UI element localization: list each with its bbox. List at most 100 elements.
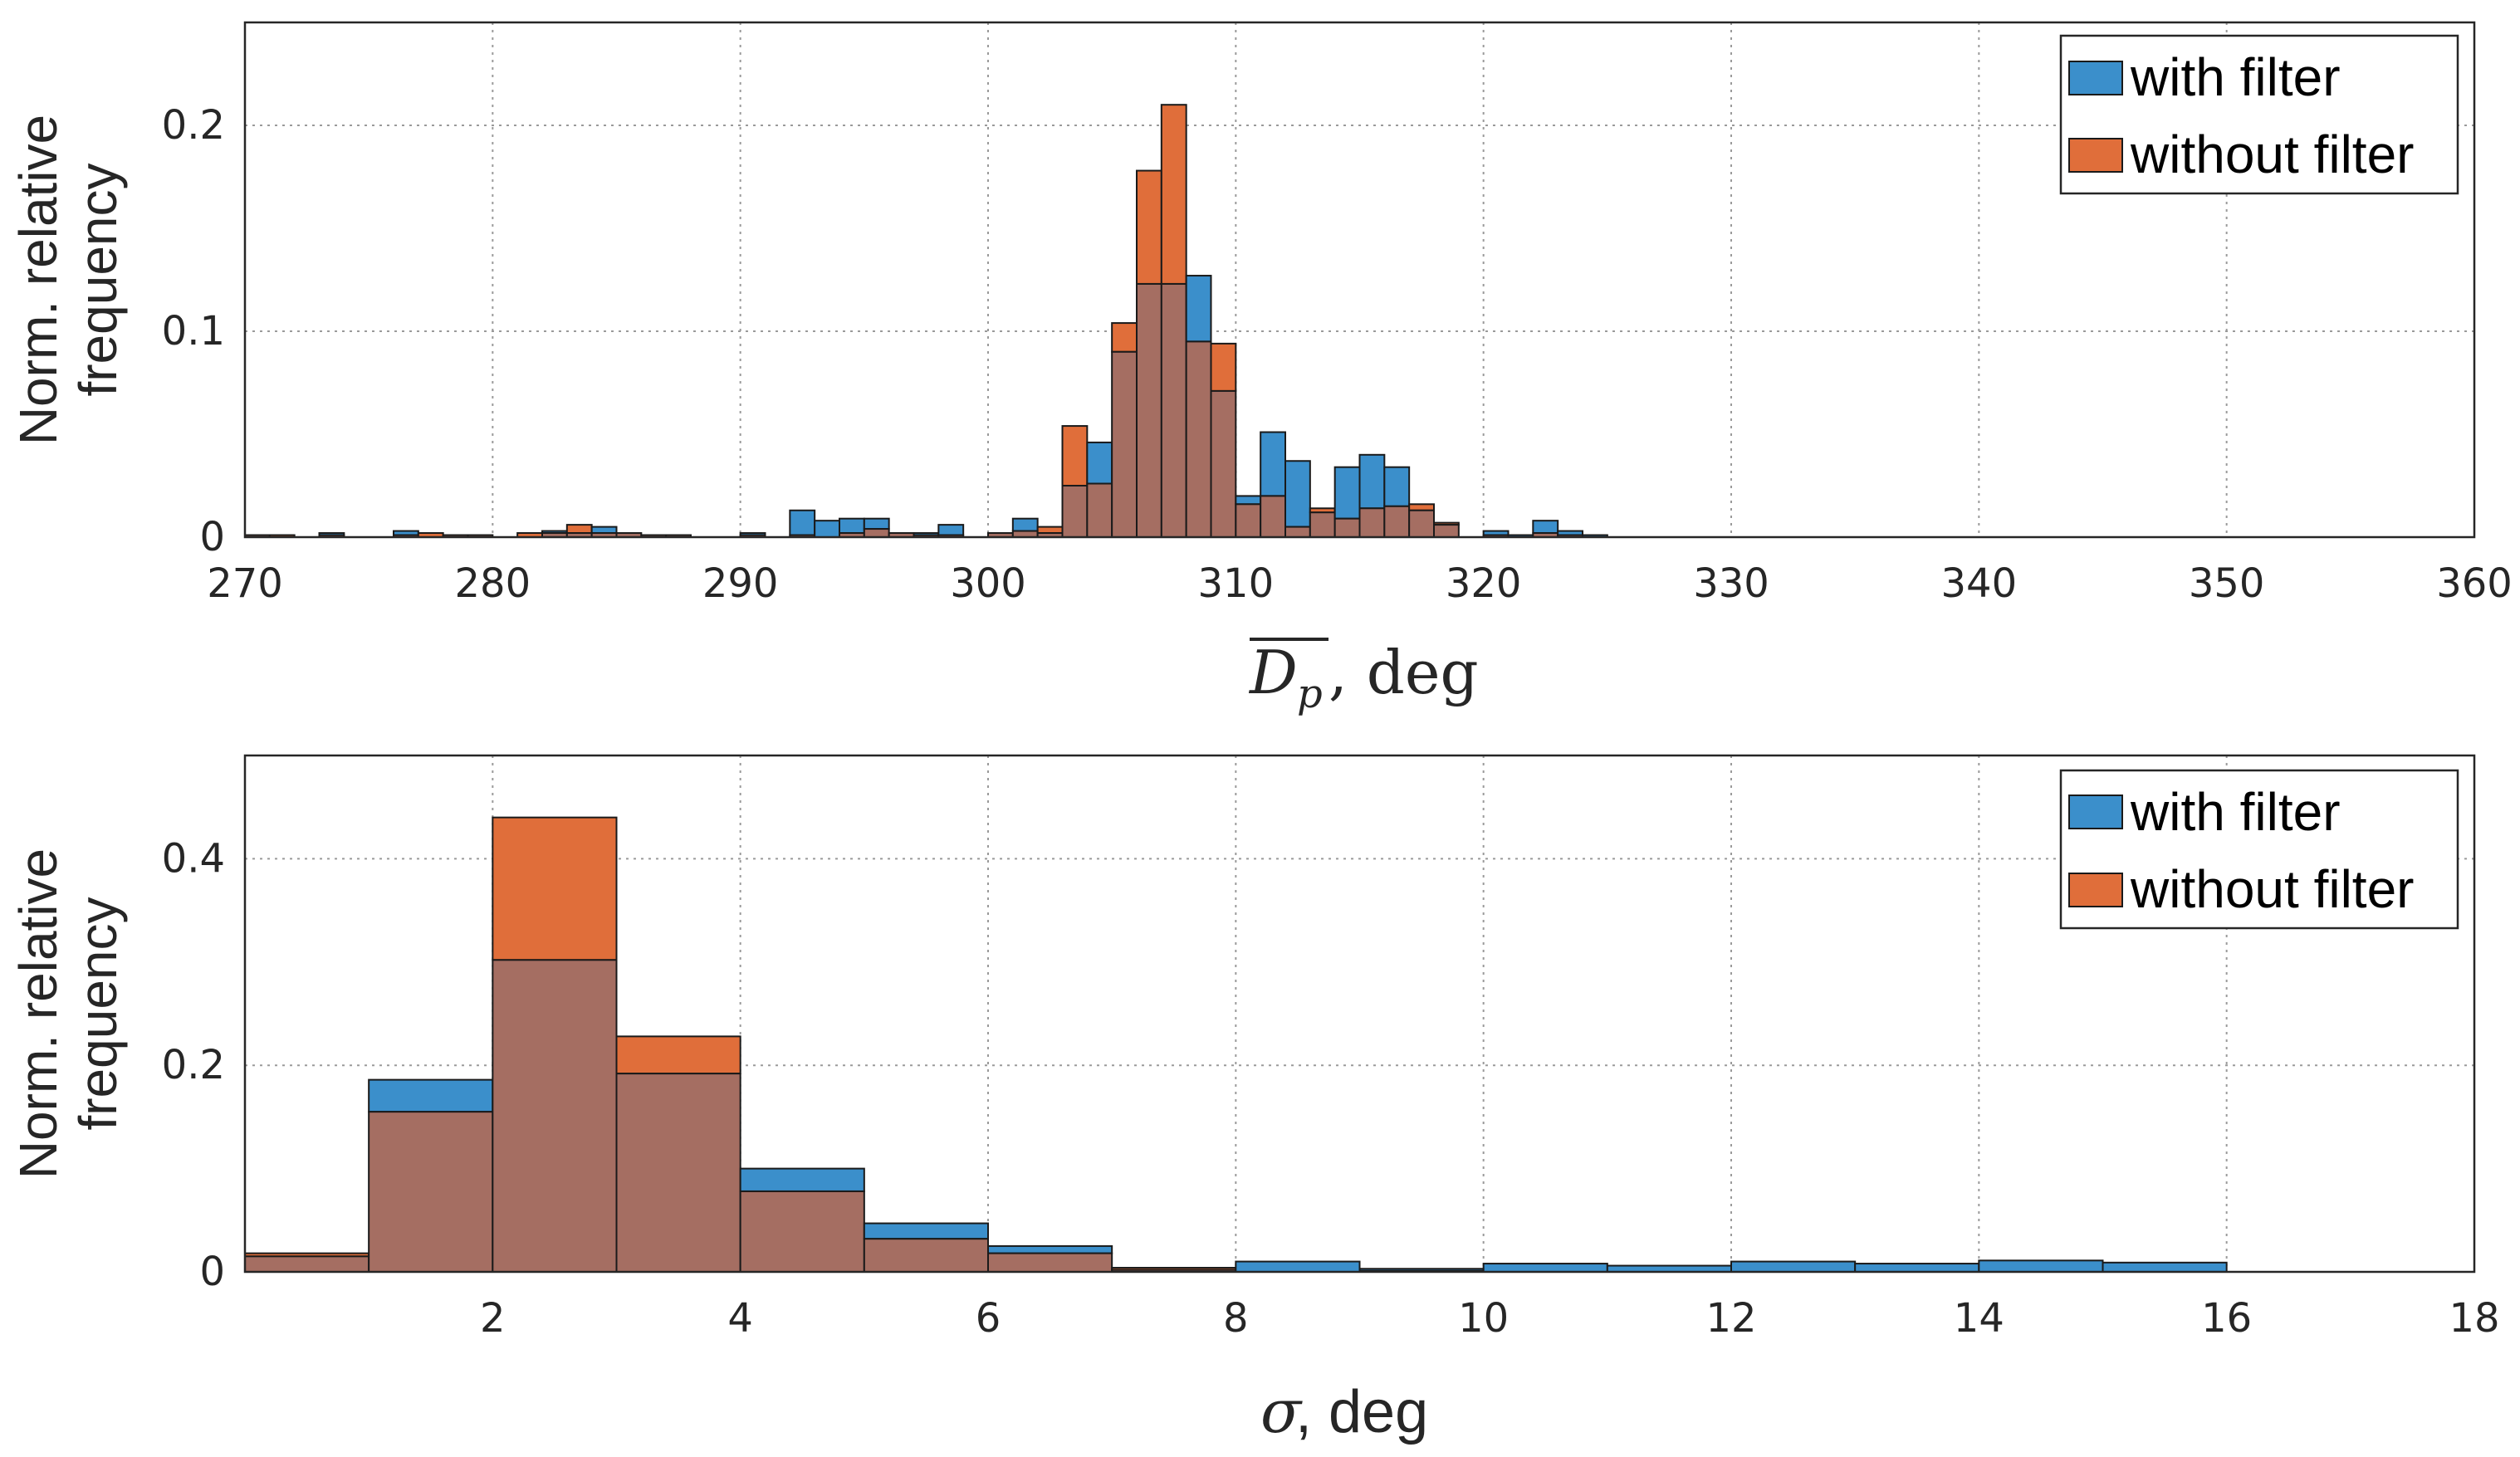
histogram-bar-overlap [1284, 526, 1311, 538]
top-legend-label-without-filter: without filter [2130, 125, 2414, 184]
top-tick-labels: 270 280 290 300 310 320 330 340 350 360 0 0.1 0.2 [162, 102, 2513, 607]
histogram-bar-top [1532, 520, 1559, 535]
x-tick-label: 310 [1198, 560, 1275, 607]
histogram-bar-top [789, 509, 816, 536]
x-tick-label: 340 [1941, 560, 2018, 607]
x-tick-label: 12 [1705, 1295, 1756, 1342]
histogram-bar-overlap [1383, 505, 1411, 538]
histogram-bar-top [739, 1167, 865, 1192]
top-legend-swatch-with-filter [2068, 61, 2123, 95]
histogram-bar-top [2102, 1261, 2228, 1273]
bottom-bars [244, 816, 2228, 1274]
histogram-bar-top [1036, 526, 1064, 535]
histogram-bar-top [1730, 1260, 1857, 1274]
top-legend-box [2059, 34, 2459, 195]
histogram-bar-top [1854, 1263, 1980, 1273]
histogram-bar-top [492, 816, 618, 961]
histogram-bar-top [1333, 466, 1361, 520]
histogram-bar-top [1235, 495, 1262, 506]
top-xlabel-suffix: , deg [1329, 638, 1479, 707]
histogram-bar-overlap [863, 528, 890, 539]
bottom-ylabel-line2: frequency [68, 897, 128, 1130]
histogram-bar-top [1408, 503, 1435, 511]
bottom-tick-labels: 2 4 6 8 10 12 14 16 18 0 0.2 0.4 [162, 835, 2500, 1342]
histogram-bar-top [1284, 460, 1311, 528]
histogram-bar-overlap [987, 1252, 1113, 1274]
x-tick-label: 6 [976, 1295, 1001, 1342]
histogram-bar-overlap [1160, 282, 1187, 538]
top-xlabel-symbol: D [1248, 638, 1298, 707]
histogram-bar-overlap [492, 959, 618, 1273]
histogram-bar-top [863, 1222, 990, 1240]
histogram-bar-top [839, 517, 865, 535]
bottom-histogram-panel: 2 4 6 8 10 12 14 16 18 0 0.2 0.4 Norm. relative fre… [8, 754, 2500, 1446]
histogram-bar-overlap [863, 1238, 990, 1274]
y-tick-label: 0.2 [162, 1042, 225, 1088]
histogram-bar-top [1011, 517, 1039, 532]
x-tick-label: 320 [1446, 560, 1522, 607]
top-legend-label-with-filter: with filter [2130, 47, 2341, 107]
x-tick-label: 2 [480, 1295, 506, 1342]
histogram-bar-top [1136, 169, 1162, 285]
histogram-bar-top [937, 524, 965, 536]
top-legend: with filter without filter [2059, 34, 2459, 195]
x-tick-label: 8 [1223, 1295, 1249, 1342]
bottom-legend-label-without-filter: without filter [2130, 859, 2414, 919]
histogram-bar-overlap [1061, 485, 1089, 538]
bottom-legend-swatch-with-filter [2068, 795, 2123, 829]
histogram-bar-top [1185, 275, 1212, 343]
bottom-ylabel-line1: Norm. relative [8, 848, 68, 1179]
histogram-bar-top [1235, 1260, 1361, 1274]
histogram-bar-top [1210, 342, 1237, 392]
histogram-bar-overlap [739, 1190, 865, 1274]
histogram-bar-top [1383, 466, 1411, 507]
x-tick-label: 350 [2189, 560, 2265, 607]
histogram-bar-overlap [1408, 509, 1435, 539]
histogram-bar-top [1160, 104, 1187, 285]
top-xlabel: D p , deg [1248, 638, 1479, 717]
y-tick-label: 0.4 [162, 835, 225, 882]
histogram-bar-top [615, 1035, 741, 1075]
bottom-xlabel: σ , deg [1260, 1376, 1428, 1446]
x-tick-label: 300 [950, 560, 1026, 607]
y-tick-label: 0 [199, 514, 225, 560]
histogram-bar-top [590, 526, 618, 535]
bottom-axes-box [243, 754, 2476, 1274]
histogram-bar-top [368, 1078, 494, 1113]
bottom-legend-label-with-filter: with filter [2130, 782, 2341, 842]
histogram-bar-top [1978, 1259, 2104, 1274]
histogram-bar-overlap [1358, 507, 1386, 539]
histogram-bar-overlap [615, 1073, 741, 1273]
histogram-bar-overlap [1210, 389, 1237, 539]
histogram-bar-top [1358, 453, 1386, 510]
top-legend-swatch-without-filter [2068, 138, 2123, 173]
histogram-bar-overlap [1136, 282, 1162, 538]
histogram-bar-top [1111, 322, 1138, 353]
x-tick-label: 10 [1458, 1295, 1509, 1342]
histogram-bar-overlap [1086, 482, 1113, 539]
x-tick-label: 270 [207, 560, 283, 607]
top-histogram-panel: 270 280 290 300 310 320 330 340 350 360 0 0.1 0.2 No… [8, 21, 2513, 717]
x-tick-label: 18 [2449, 1295, 2499, 1342]
top-xlabel-subscript: p [1297, 671, 1323, 717]
histogram-bar-top [987, 1244, 1113, 1254]
x-tick-label: 4 [727, 1295, 753, 1342]
x-tick-label: 280 [455, 560, 531, 607]
histogram-bar-overlap [1333, 517, 1361, 538]
histogram-bar-overlap [1111, 350, 1138, 538]
histogram-bar-top [814, 520, 841, 538]
bottom-xlabel-suffix: , deg [1295, 1379, 1428, 1445]
y-tick-label: 0 [199, 1249, 225, 1295]
top-gridlines [245, 22, 2474, 537]
histogram-bar-overlap [1185, 340, 1212, 538]
histogram-bar-top [1061, 425, 1089, 487]
bottom-legend: with filter without filter [2059, 769, 2459, 930]
histogram-bar-top [863, 517, 890, 530]
top-ylabel-line2: frequency [68, 163, 128, 396]
histogram-bar-top [1086, 441, 1113, 485]
histogram-bar-overlap [368, 1111, 494, 1274]
histogram-bar-overlap [1260, 495, 1286, 539]
top-ylabel-line1: Norm. relative [8, 115, 68, 445]
x-tick-label: 360 [2436, 560, 2513, 607]
